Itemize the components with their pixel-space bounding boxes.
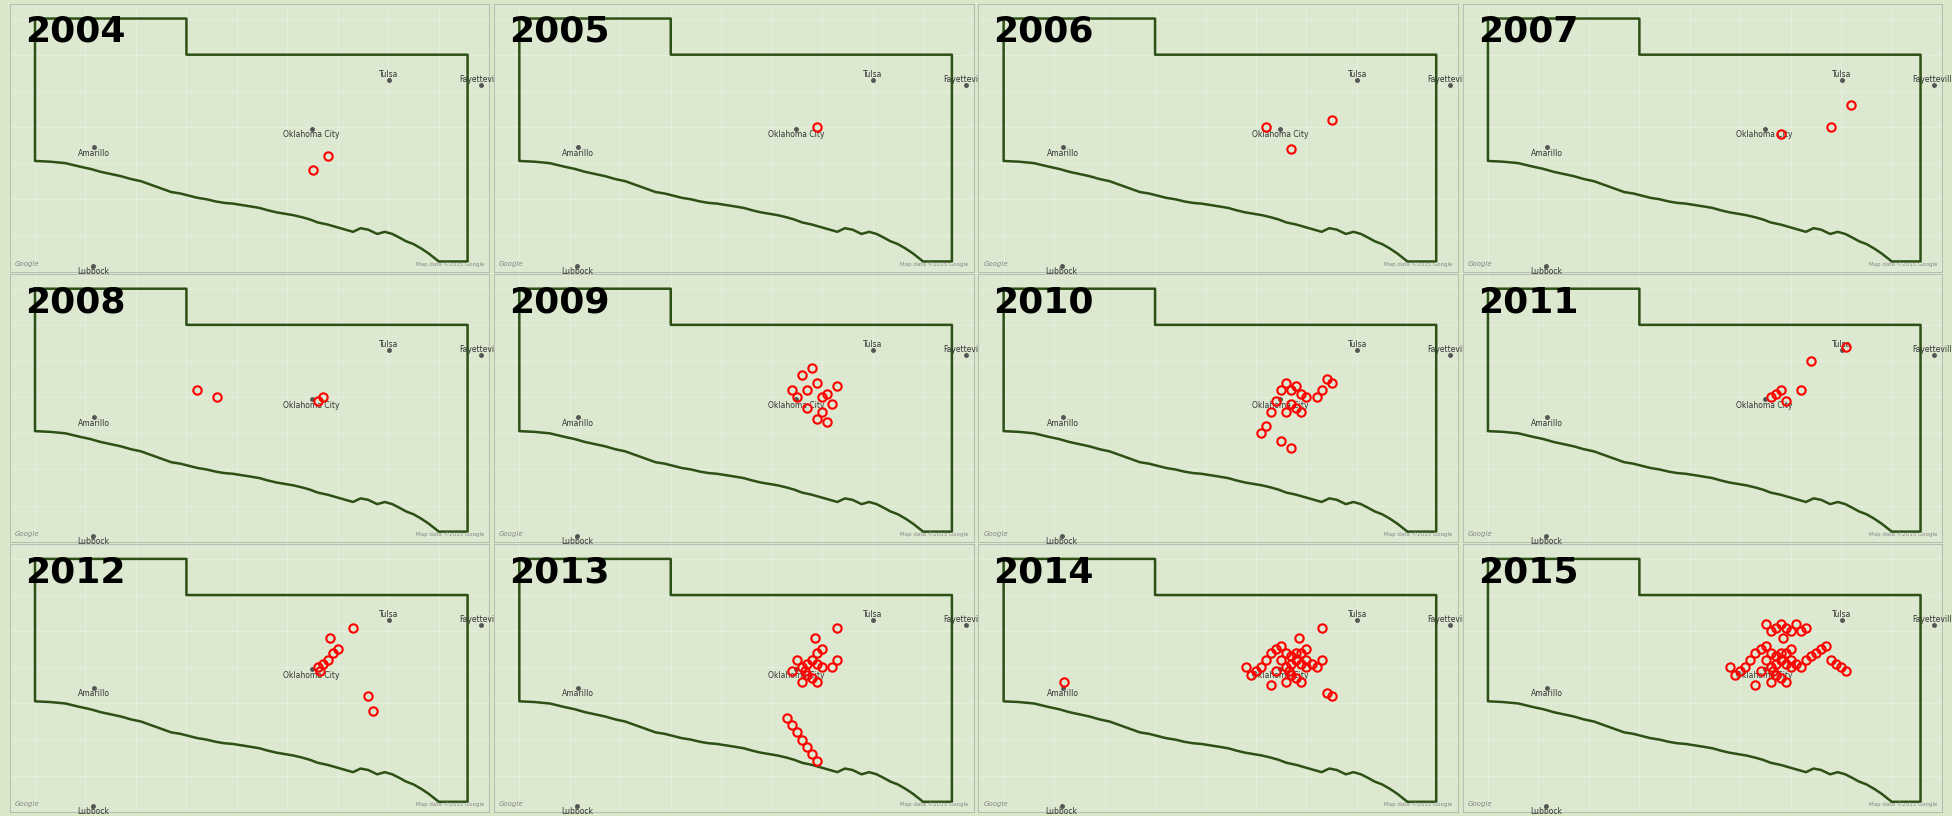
Text: Tulsa: Tulsa xyxy=(1347,340,1366,349)
Text: Lubbock: Lubbock xyxy=(1530,267,1562,276)
Text: Lubbock: Lubbock xyxy=(562,267,593,276)
Text: Lubbock: Lubbock xyxy=(562,537,593,546)
Text: Map data ©2015 Google: Map data ©2015 Google xyxy=(416,261,484,267)
Text: Amarillo: Amarillo xyxy=(1046,689,1079,698)
Text: Oklahoma City: Oklahoma City xyxy=(283,131,340,140)
Text: 2010: 2010 xyxy=(994,285,1093,319)
Text: 2015: 2015 xyxy=(1478,555,1579,589)
Text: Tulsa: Tulsa xyxy=(379,340,398,349)
Text: Fayetteville: Fayetteville xyxy=(459,615,504,624)
Text: Fayetteville: Fayetteville xyxy=(1913,75,1952,84)
Text: Tulsa: Tulsa xyxy=(1347,610,1366,619)
Text: Map data ©2015 Google: Map data ©2015 Google xyxy=(1384,261,1452,267)
Text: Map data ©2015 Google: Map data ©2015 Google xyxy=(1868,801,1936,807)
Text: Google: Google xyxy=(500,261,523,267)
Text: Oklahoma City: Oklahoma City xyxy=(1737,131,1792,140)
Text: Lubbock: Lubbock xyxy=(1530,807,1562,816)
Text: Lubbock: Lubbock xyxy=(1046,537,1078,546)
Text: Map data ©2015 Google: Map data ©2015 Google xyxy=(900,801,968,807)
Text: Google: Google xyxy=(500,801,523,807)
Text: Oklahoma City: Oklahoma City xyxy=(1737,401,1792,410)
Text: Tulsa: Tulsa xyxy=(1833,340,1852,349)
Text: Google: Google xyxy=(16,531,39,537)
Text: Amarillo: Amarillo xyxy=(562,689,593,698)
Text: Tulsa: Tulsa xyxy=(1833,610,1852,619)
Text: Tulsa: Tulsa xyxy=(863,610,882,619)
Text: Google: Google xyxy=(500,531,523,537)
Text: Map data ©2015 Google: Map data ©2015 Google xyxy=(416,531,484,537)
Text: 2009: 2009 xyxy=(509,285,609,319)
Text: Amarillo: Amarillo xyxy=(78,689,109,698)
Text: Oklahoma City: Oklahoma City xyxy=(1737,671,1792,680)
Text: 2008: 2008 xyxy=(25,285,125,319)
Text: Google: Google xyxy=(1468,801,1493,807)
Text: Map data ©2015 Google: Map data ©2015 Google xyxy=(416,801,484,807)
Text: Google: Google xyxy=(1468,531,1493,537)
Text: 2007: 2007 xyxy=(1478,15,1579,49)
Text: 2014: 2014 xyxy=(994,555,1093,589)
Text: Google: Google xyxy=(984,531,1007,537)
Text: 2012: 2012 xyxy=(25,555,125,589)
Text: Amarillo: Amarillo xyxy=(78,149,109,157)
Text: Map data ©2015 Google: Map data ©2015 Google xyxy=(900,531,968,537)
Text: Fayetteville: Fayetteville xyxy=(459,345,504,354)
Text: Map data ©2015 Google: Map data ©2015 Google xyxy=(1868,261,1936,267)
Text: Lubbock: Lubbock xyxy=(76,807,109,816)
Text: Fayetteville: Fayetteville xyxy=(943,345,988,354)
Text: Tulsa: Tulsa xyxy=(863,69,882,78)
Text: Lubbock: Lubbock xyxy=(1530,537,1562,546)
Text: Oklahoma City: Oklahoma City xyxy=(283,671,340,680)
Text: Fayetteville: Fayetteville xyxy=(1427,345,1472,354)
Text: Amarillo: Amarillo xyxy=(1046,419,1079,428)
Text: Oklahoma City: Oklahoma City xyxy=(767,671,824,680)
Text: Tulsa: Tulsa xyxy=(863,340,882,349)
Text: 2006: 2006 xyxy=(994,15,1093,49)
Text: Amarillo: Amarillo xyxy=(562,149,593,157)
Text: Oklahoma City: Oklahoma City xyxy=(1251,131,1308,140)
Text: Oklahoma City: Oklahoma City xyxy=(767,131,824,140)
Text: Fayetteville: Fayetteville xyxy=(1913,345,1952,354)
Text: Map data ©2015 Google: Map data ©2015 Google xyxy=(1384,801,1452,807)
Text: Fayetteville: Fayetteville xyxy=(1913,615,1952,624)
Text: Amarillo: Amarillo xyxy=(1530,689,1564,698)
Text: Fayetteville: Fayetteville xyxy=(1427,615,1472,624)
Text: Oklahoma City: Oklahoma City xyxy=(767,401,824,410)
Text: Tulsa: Tulsa xyxy=(1833,69,1852,78)
Text: Lubbock: Lubbock xyxy=(76,537,109,546)
Text: Lubbock: Lubbock xyxy=(562,807,593,816)
Text: Lubbock: Lubbock xyxy=(1046,267,1078,276)
Text: Amarillo: Amarillo xyxy=(1046,149,1079,157)
Text: Lubbock: Lubbock xyxy=(1046,807,1078,816)
Text: 2004: 2004 xyxy=(25,15,125,49)
Text: Amarillo: Amarillo xyxy=(1530,149,1564,157)
Text: 2013: 2013 xyxy=(509,555,609,589)
Text: 2005: 2005 xyxy=(509,15,609,49)
Text: Fayetteville: Fayetteville xyxy=(1427,75,1472,84)
Text: Tulsa: Tulsa xyxy=(379,69,398,78)
Text: Lubbock: Lubbock xyxy=(76,267,109,276)
Text: Google: Google xyxy=(984,261,1007,267)
Text: Fayetteville: Fayetteville xyxy=(459,75,504,84)
Text: Google: Google xyxy=(1468,261,1493,267)
Text: Tulsa: Tulsa xyxy=(379,610,398,619)
Text: Fayetteville: Fayetteville xyxy=(943,75,988,84)
Text: Amarillo: Amarillo xyxy=(1530,419,1564,428)
Text: Google: Google xyxy=(16,801,39,807)
Text: Tulsa: Tulsa xyxy=(1347,69,1366,78)
Text: Amarillo: Amarillo xyxy=(78,419,109,428)
Text: Map data ©2015 Google: Map data ©2015 Google xyxy=(900,261,968,267)
Text: Google: Google xyxy=(984,801,1007,807)
Text: Google: Google xyxy=(16,261,39,267)
Text: Oklahoma City: Oklahoma City xyxy=(1251,671,1308,680)
Text: Map data ©2015 Google: Map data ©2015 Google xyxy=(1384,531,1452,537)
Text: Amarillo: Amarillo xyxy=(562,419,593,428)
Text: Fayetteville: Fayetteville xyxy=(943,615,988,624)
Text: 2011: 2011 xyxy=(1478,285,1579,319)
Text: Map data ©2015 Google: Map data ©2015 Google xyxy=(1868,531,1936,537)
Text: Oklahoma City: Oklahoma City xyxy=(1251,401,1308,410)
Text: Oklahoma City: Oklahoma City xyxy=(283,401,340,410)
